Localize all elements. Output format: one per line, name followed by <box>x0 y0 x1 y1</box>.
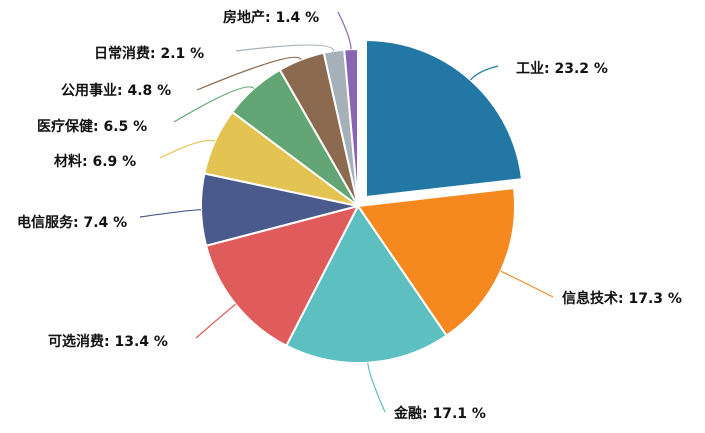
leader-line-1 <box>470 65 499 81</box>
pie-slice-3 <box>285 204 448 364</box>
leader-line-2 <box>500 270 554 298</box>
leader-lines <box>139 11 554 413</box>
slice-label-9: 日常消费: 2.1 % <box>94 45 204 62</box>
slice-label-7: 医疗保健: 6.5 % <box>37 118 147 135</box>
leader-line-4 <box>195 303 236 339</box>
pie-slice-4 <box>204 204 360 348</box>
slice-label-4: 可选消费: 13.4 % <box>48 333 168 350</box>
slice-label-3: 金融: 17.1 % <box>393 405 486 422</box>
pie-slices <box>200 39 524 364</box>
slice-label-5: 电信服务: 7.4 % <box>17 214 127 231</box>
leader-line-6 <box>159 139 216 159</box>
slice-labels: 工业: 23.2 % 信息技术: 17.3 % 金融: 17.1 % 可选消费: 13… <box>17 9 682 422</box>
leader-line-3 <box>367 362 386 413</box>
leader-line-5 <box>139 209 202 218</box>
slice-label-10: 房地产: 1.4 % <box>223 9 319 26</box>
leader-line-9 <box>235 44 335 52</box>
leader-line-10 <box>337 11 352 50</box>
leader-line-7 <box>173 86 255 123</box>
slice-label-2: 信息技术: 17.3 % <box>562 290 682 307</box>
slice-label-8: 公用事业: 4.8 % <box>61 82 171 99</box>
slice-label-1: 工业: 23.2 % <box>516 61 608 77</box>
pie-slice-2 <box>356 186 516 338</box>
pie-slice-1 <box>364 39 524 199</box>
slice-label-6: 材料: 6.9 % <box>54 153 136 170</box>
leader-line-8 <box>196 56 302 91</box>
